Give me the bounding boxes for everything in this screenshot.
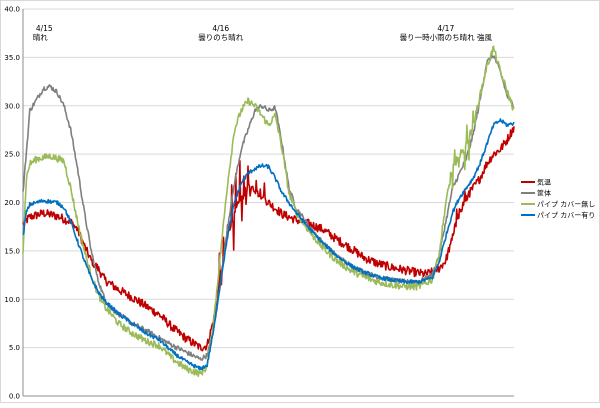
y-tick-label: 25.0 <box>4 151 20 159</box>
series-line-2 <box>22 54 515 361</box>
annotation-weather: 曇り一時小雨のち晴れ 強風 <box>400 32 493 42</box>
legend-label: パイプ カバー無し <box>537 200 595 209</box>
annotation-date: 4/17 <box>437 24 454 33</box>
series-line-4 <box>22 118 515 371</box>
legend-label: 筐体 <box>537 189 551 198</box>
y-tick-label: 40.0 <box>4 6 20 14</box>
legend-label: パイプ カバー有り <box>537 211 595 220</box>
annotation-weather: 曇りのち晴れ <box>198 32 243 42</box>
y-tick-label: 0.0 <box>9 393 20 401</box>
y-tick-label: 5.0 <box>9 344 20 352</box>
legend-label: 気温 <box>537 178 551 187</box>
annotation-date: 4/15 <box>36 24 53 33</box>
y-tick-label: 20.0 <box>4 199 20 207</box>
annotation-weather: 晴れ <box>33 32 48 42</box>
y-tick-label: 30.0 <box>4 102 20 110</box>
series-lines <box>22 45 515 378</box>
annotation-date: 4/16 <box>212 24 229 33</box>
y-tick-label: 35.0 <box>4 54 20 62</box>
y-tick-label: 10.0 <box>4 296 20 304</box>
y-tick-label: 15.0 <box>4 247 20 255</box>
series-line-1 <box>22 126 515 352</box>
series-line-3 <box>22 45 515 378</box>
y-axis-ticks: 0.0 5.0 10.0 15.0 20.0 25.0 30.0 35.0 40.0 <box>4 6 20 401</box>
